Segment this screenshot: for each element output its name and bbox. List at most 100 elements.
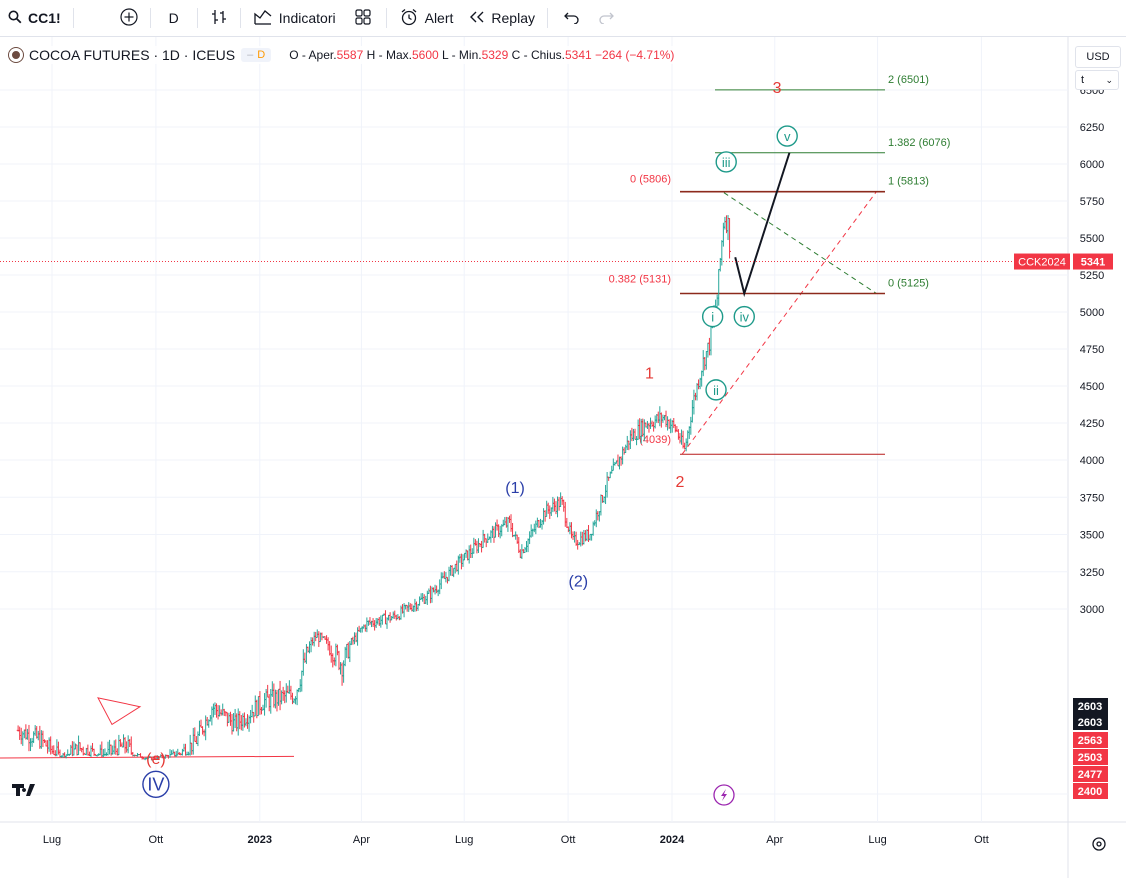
divider — [240, 8, 241, 28]
grid-icon — [354, 8, 372, 29]
price-bar — [46, 740, 49, 753]
price-bar — [703, 357, 706, 370]
price-bar — [499, 526, 502, 539]
price-bar — [282, 687, 285, 701]
price-bar — [536, 518, 539, 528]
chart-area[interactable]: 2 (6501)1.382 (6076)1 (5813)0 (5125)0 (5… — [0, 37, 1126, 878]
triangle-pattern — [98, 698, 140, 725]
price-bar — [719, 258, 722, 271]
price-bar — [203, 729, 206, 736]
undo-button[interactable] — [552, 0, 592, 36]
price-bar — [291, 693, 294, 704]
price-bar — [674, 424, 677, 432]
price-bar — [627, 441, 630, 450]
price-bar — [240, 715, 243, 730]
scale-label-value: 2477 — [1078, 769, 1102, 781]
redo-button[interactable] — [592, 0, 620, 36]
price-bar — [716, 295, 719, 307]
indicators-button[interactable]: Indicatori — [245, 0, 344, 36]
price-bar — [34, 725, 37, 736]
price-bar — [390, 616, 393, 620]
symbol-search-button[interactable]: CC1! — [0, 0, 69, 36]
chart-type-button[interactable] — [202, 0, 236, 36]
price-bar — [542, 508, 545, 524]
interval-button[interactable]: D — [155, 0, 193, 36]
time-tick-label: Lug — [868, 834, 886, 846]
price-bar — [251, 705, 254, 718]
time-tick-label: Lug — [43, 834, 61, 846]
price-bar — [54, 750, 57, 756]
price-bar — [631, 428, 634, 441]
price-bar — [79, 742, 82, 751]
price-bar — [722, 223, 725, 247]
price-bar — [613, 462, 616, 466]
price-bar — [575, 532, 578, 546]
price-bar — [362, 624, 365, 628]
wave-label: (1) — [505, 480, 525, 497]
currency-selector[interactable]: USD — [1075, 46, 1121, 68]
price-bar — [37, 731, 40, 740]
price-bar — [90, 746, 93, 757]
price-bar — [688, 426, 691, 439]
price-bar — [119, 739, 122, 747]
price-bar — [524, 547, 527, 553]
price-bar — [414, 599, 417, 612]
price-bar — [117, 735, 120, 755]
price-bar — [341, 663, 344, 686]
price-bar — [201, 726, 204, 734]
price-bar — [125, 741, 128, 752]
price-bar — [130, 736, 133, 754]
price-bar — [415, 602, 418, 612]
price-bar — [458, 554, 461, 563]
price-bar — [237, 708, 240, 735]
bar-chart-icon — [210, 8, 228, 29]
compare-symbol-button[interactable] — [112, 0, 146, 36]
price-bar — [491, 526, 494, 538]
price-bar — [300, 671, 303, 692]
price-bar — [311, 637, 314, 645]
top-toolbar: CC1! D Indicatori Alert R — [0, 0, 1126, 37]
price-tick-label: 5250 — [1080, 270, 1104, 282]
price-bar — [336, 645, 339, 656]
price-bar — [285, 683, 288, 702]
price-bar — [344, 647, 347, 666]
price-bar — [26, 729, 29, 740]
legend-title[interactable]: COCOA FUTURES · 1D · ICEUS — [29, 47, 235, 63]
layouts-button[interactable] — [344, 0, 382, 36]
price-bar — [353, 632, 356, 644]
price-bar — [217, 705, 220, 719]
price-bar — [91, 743, 94, 752]
price-bar — [527, 538, 530, 552]
close-label: C - Chius. — [512, 48, 565, 62]
price-chart[interactable]: 2 (6501)1.382 (6076)1 (5813)0 (5125)0 (5… — [0, 37, 1126, 878]
legend-badge[interactable]: – D — [241, 48, 271, 62]
projection-path — [735, 153, 789, 294]
close-value: 5341 — [565, 48, 592, 62]
minus-icon: – — [247, 49, 253, 61]
price-bar — [339, 662, 342, 674]
price-bar — [197, 731, 200, 746]
price-bar — [393, 611, 396, 619]
alarm-clock-icon — [399, 8, 419, 29]
price-bar — [398, 616, 401, 620]
price-bar — [590, 534, 593, 540]
price-bar — [317, 631, 320, 647]
price-bar — [28, 725, 31, 751]
price-bar — [293, 698, 296, 703]
price-bar — [435, 585, 438, 593]
price-bar — [76, 745, 79, 756]
price-bar — [657, 412, 660, 423]
price-bar — [214, 702, 217, 715]
unit-selector[interactable]: t ⌄ — [1075, 70, 1119, 90]
replay-button[interactable]: Replay — [461, 0, 543, 36]
price-bar — [705, 351, 708, 369]
price-bar — [99, 745, 102, 756]
price-bar — [534, 521, 537, 535]
price-bar — [510, 514, 513, 532]
alert-button[interactable]: Alert — [391, 0, 462, 36]
price-tick-label: 4500 — [1080, 381, 1104, 393]
low-value: 5329 — [482, 48, 509, 62]
price-bar — [45, 740, 48, 746]
price-bar — [31, 738, 34, 747]
redo-icon — [598, 10, 614, 27]
